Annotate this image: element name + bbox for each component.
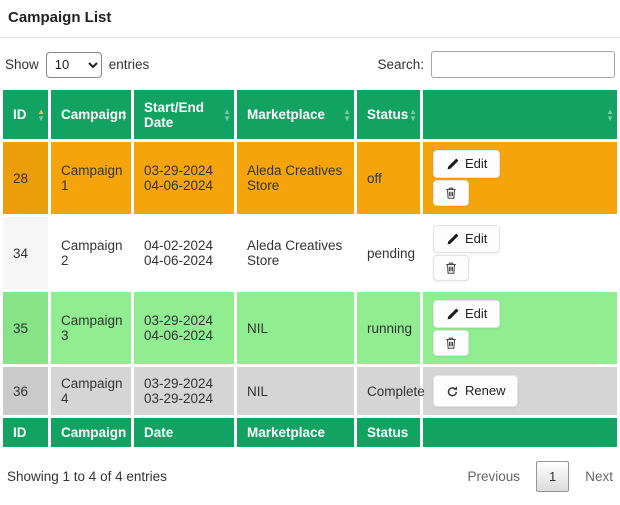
page-size-select[interactable]: 10	[45, 51, 102, 78]
cell-status: Complete	[367, 383, 425, 399]
table-footer-row: ID Campaign Date Marketplace Status	[3, 418, 617, 447]
search-label: Search:	[377, 57, 424, 72]
footer-header-id: ID	[3, 418, 48, 447]
cell-actions: Edit	[423, 292, 617, 364]
cell-campaign: Campaign 3	[61, 313, 123, 343]
cell-campaign: Campaign 1	[61, 163, 123, 193]
cell-marketplace: Aleda Creatives Store	[247, 238, 343, 268]
cell-actions: Edit	[423, 217, 617, 289]
column-header-marketplace[interactable]: Marketplace ▲ ▼	[237, 90, 354, 139]
renew-button[interactable]: Renew	[433, 375, 519, 407]
cell-marketplace: NIL	[247, 320, 269, 336]
footer-header-marketplace: Marketplace	[237, 418, 354, 447]
footer-header-actions	[423, 418, 617, 447]
cell-date: 04-02-2024 04-06-2024	[144, 238, 214, 268]
cell-id: 34	[3, 217, 48, 289]
cell-date: 03-29-2024 04-06-2024	[144, 313, 214, 343]
table-row: 34 Campaign 2 04-02-2024 04-06-2024 Aled…	[3, 217, 617, 289]
sort-asc-icon: ▲	[606, 106, 614, 116]
column-header-status[interactable]: Status ▲ ▼	[357, 90, 420, 139]
sort-desc-icon: ▼	[120, 113, 128, 123]
pencil-icon	[446, 233, 459, 246]
trash-icon	[444, 336, 458, 350]
sort-asc-icon: ▲	[37, 106, 45, 116]
sort-desc-icon: ▼	[409, 113, 417, 123]
footer-header-campaign: Campaign	[51, 418, 131, 447]
sort-asc-icon: ▲	[223, 106, 231, 116]
table-info: Showing 1 to 4 of 4 entries	[7, 469, 167, 484]
table-row: 36 Campaign 4 03-29-2024 03-29-2024 NIL …	[3, 367, 617, 415]
campaign-table: ID ▲ ▼ Campaign ▲ ▼ Start/End Date ▲ ▼ Mark…	[0, 87, 620, 450]
edit-button[interactable]: Edit	[433, 150, 501, 178]
edit-button[interactable]: Edit	[433, 225, 501, 253]
trash-icon	[444, 261, 458, 275]
sort-asc-icon: ▲	[120, 106, 128, 116]
pagination-page-1[interactable]: 1	[536, 461, 570, 492]
table-header-row: ID ▲ ▼ Campaign ▲ ▼ Start/End Date ▲ ▼ Mark…	[3, 90, 617, 139]
cell-status: pending	[367, 245, 416, 261]
show-entries-control: Show 10 entries	[5, 51, 150, 78]
cell-actions: Edit	[423, 142, 617, 214]
title-divider	[0, 37, 620, 38]
sort-desc-icon: ▼	[37, 113, 45, 123]
cell-status: off	[367, 170, 382, 186]
cell-date: 03-29-2024 03-29-2024	[144, 376, 214, 406]
campaign-list-page: Campaign List Show 10 entries Search: ID…	[0, 9, 620, 492]
table-controls: Show 10 entries Search:	[0, 38, 620, 87]
sort-desc-icon: ▼	[223, 113, 231, 123]
column-header-start-end-date[interactable]: Start/End Date ▲ ▼	[134, 90, 234, 139]
table-row: 35 Campaign 3 03-29-2024 04-06-2024 NIL …	[3, 292, 617, 364]
search-control: Search:	[377, 51, 615, 78]
pagination: Previous 1 Next	[467, 461, 613, 492]
column-header-id[interactable]: ID ▲ ▼	[3, 90, 48, 139]
pencil-icon	[446, 308, 459, 321]
show-label: Show	[5, 57, 39, 72]
delete-button[interactable]	[433, 180, 469, 206]
cell-marketplace: Aleda Creatives Store	[247, 163, 343, 193]
table-row: 28 Campaign 1 03-29-2024 04-06-2024 Aled…	[3, 142, 617, 214]
pagination-previous[interactable]: Previous	[467, 469, 520, 484]
cell-id: 35	[3, 292, 48, 364]
cell-campaign: Campaign 2	[61, 238, 123, 268]
cell-marketplace: NIL	[247, 383, 269, 399]
pagination-next[interactable]: Next	[585, 469, 613, 484]
cell-campaign: Campaign 4	[61, 376, 123, 406]
pencil-icon	[446, 158, 459, 171]
delete-button[interactable]	[433, 255, 469, 281]
cell-id: 36	[3, 367, 48, 415]
cell-status: running	[367, 320, 413, 336]
edit-button[interactable]: Edit	[433, 300, 501, 328]
table-bottom-bar: Showing 1 to 4 of 4 entries Previous 1 N…	[0, 450, 620, 492]
footer-header-status: Status	[357, 418, 420, 447]
footer-header-date: Date	[134, 418, 234, 447]
entries-label: entries	[108, 57, 150, 72]
cell-date: 03-29-2024 04-06-2024	[144, 163, 214, 193]
refresh-icon	[446, 385, 459, 398]
page-title: Campaign List	[8, 9, 112, 26]
sort-asc-icon: ▲	[343, 106, 351, 116]
sort-desc-icon: ▼	[343, 113, 351, 123]
cell-actions: Renew	[423, 367, 617, 415]
trash-icon	[444, 186, 458, 200]
column-header-actions[interactable]: ▲ ▼	[423, 90, 617, 139]
cell-id: 28	[3, 142, 48, 214]
sort-asc-icon: ▲	[409, 106, 417, 116]
search-input[interactable]	[431, 51, 615, 78]
column-header-campaign[interactable]: Campaign ▲ ▼	[51, 90, 131, 139]
delete-button[interactable]	[433, 330, 469, 356]
sort-desc-icon: ▼	[606, 113, 614, 123]
